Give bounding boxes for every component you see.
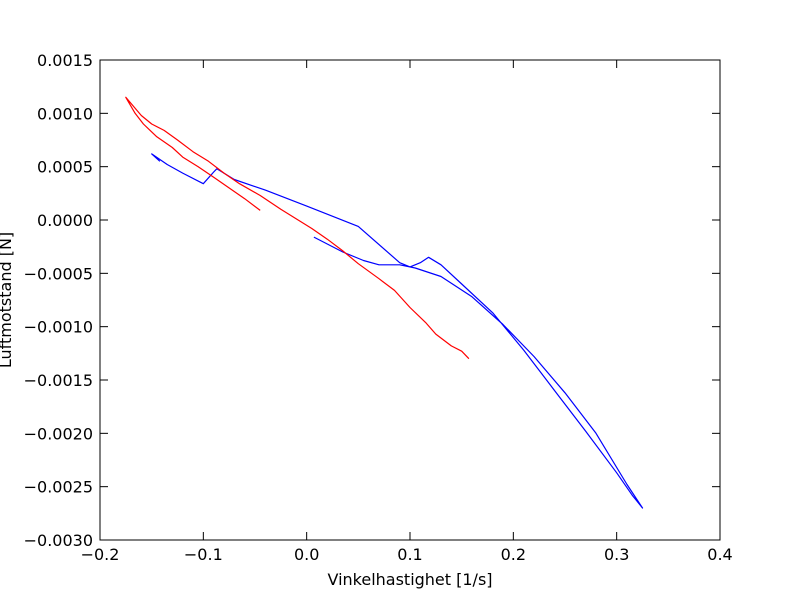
x-tick-label: 0.3	[604, 545, 629, 564]
y-tick-label: −0.0030	[24, 531, 93, 550]
y-tick-label: −0.0015	[24, 371, 93, 390]
y-tick-label: 0.0000	[37, 211, 93, 230]
x-tick-label: 0.4	[707, 545, 732, 564]
y-tick-label: 0.0015	[37, 51, 93, 70]
x-tick-label: 0.2	[501, 545, 526, 564]
y-tick-label: 0.0005	[37, 158, 93, 177]
x-tick-label: 0.1	[397, 545, 422, 564]
y-tick-label: −0.0020	[24, 424, 93, 443]
y-tick-label: 0.0010	[37, 104, 93, 123]
x-tick-label: −0.1	[184, 545, 223, 564]
y-tick-label: −0.0010	[24, 318, 93, 337]
y-tick-label: −0.0025	[24, 478, 93, 497]
plot-frame	[99, 59, 721, 541]
series-layer	[125, 96, 644, 509]
x-tick-label: 0.0	[294, 545, 319, 564]
y-axis-label: Luftmotstand [N]	[0, 232, 15, 368]
series-line-1	[151, 153, 644, 509]
y-tick-label: −0.0005	[24, 264, 93, 283]
x-tick-label: −0.2	[81, 545, 120, 564]
ticks-layer: −0.2 −0.1 0.0 0.1 0.2 0.3 0.4 0.0015 0.0010 0.000…	[24, 51, 733, 564]
series-line-2	[125, 96, 470, 360]
x-axis-label: Vinkelhastighet [1/s]	[327, 570, 492, 589]
